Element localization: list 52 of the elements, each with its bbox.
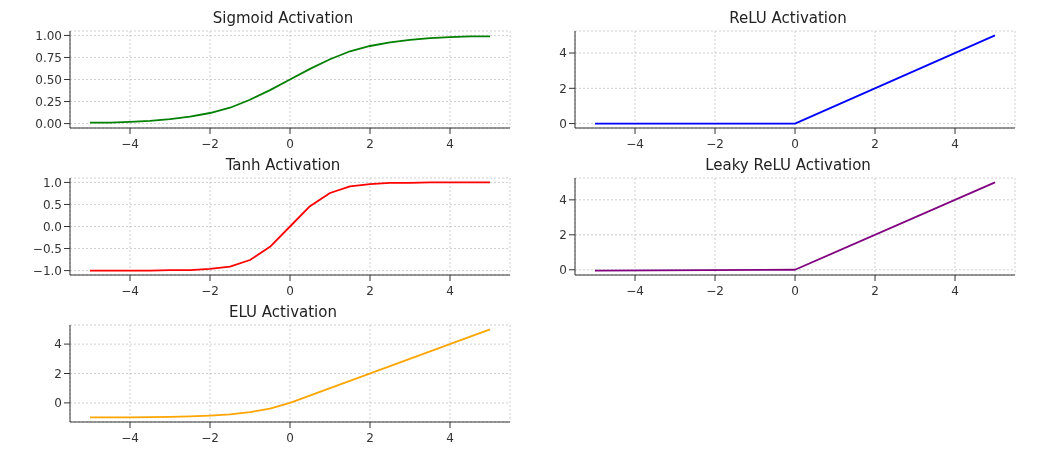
y-tick-label: 1.00	[35, 28, 62, 43]
y-tick-label: 0.50	[35, 72, 62, 87]
x-tick-label: 0	[791, 137, 799, 151]
y-tick-label: 4	[559, 193, 567, 208]
x-tick-label: −4	[121, 431, 139, 445]
x-tick-label: 0	[286, 431, 294, 445]
x-tick-label: 2	[871, 137, 879, 151]
x-tick-label: 4	[446, 284, 454, 298]
y-tick-label: −1.0	[32, 263, 62, 278]
x-tick-label: −2	[201, 431, 219, 445]
y-tick-label: 4	[54, 337, 62, 352]
chart-title: ELU Activation	[228, 302, 338, 322]
y-tick-label: 0.0	[42, 219, 62, 234]
y-tick-label: 0	[559, 263, 567, 278]
y-tick-label: 0.5	[42, 197, 62, 212]
y-tick-label: 0	[54, 396, 62, 411]
y-tick-label: 2	[559, 81, 567, 96]
chart-title: Sigmoid Activation	[211, 8, 355, 28]
x-tick-label: 2	[366, 284, 374, 298]
y-tick-label: −0.5	[32, 241, 62, 256]
x-tick-label: −2	[201, 137, 219, 151]
x-tick-label: −4	[626, 284, 644, 298]
x-tick-label: −4	[626, 137, 644, 151]
x-tick-label: −2	[201, 284, 219, 298]
x-tick-label: 0	[791, 284, 799, 298]
y-tick-label: 0.25	[35, 94, 62, 109]
y-tick-label: 2	[54, 366, 62, 381]
x-tick-label: 0	[286, 137, 294, 151]
x-tick-label: 2	[366, 137, 374, 151]
x-tick-label: −2	[706, 284, 724, 298]
x-tick-label: −4	[121, 284, 139, 298]
x-tick-label: −2	[706, 137, 724, 151]
y-tick-label: 0.75	[35, 50, 62, 65]
x-tick-label: −4	[121, 137, 139, 151]
x-tick-label: 4	[951, 284, 959, 298]
x-tick-label: 2	[871, 284, 879, 298]
y-tick-label: 4	[559, 46, 567, 61]
chart-title: ReLU Activation	[728, 8, 848, 28]
x-tick-label: 2	[366, 431, 374, 445]
y-tick-label: 0	[559, 116, 567, 131]
x-tick-label: 4	[446, 137, 454, 151]
line-series	[89, 181, 491, 272]
y-tick-label: 0.00	[35, 116, 62, 131]
x-tick-label: 4	[951, 137, 959, 151]
line-series	[89, 328, 491, 419]
line-series	[89, 35, 491, 124]
y-tick-label: 2	[559, 228, 567, 243]
x-tick-label: 0	[286, 284, 294, 298]
chart-title: Leaky ReLU Activation	[704, 155, 872, 175]
chart-title: Tanh Activation	[224, 155, 342, 175]
x-tick-label: 4	[446, 431, 454, 445]
y-tick-label: 1.0	[42, 175, 62, 190]
